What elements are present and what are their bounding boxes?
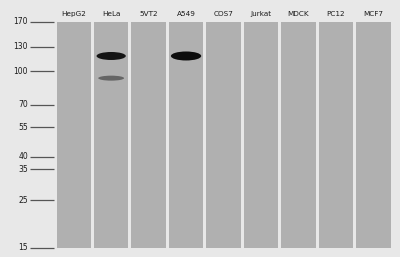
Ellipse shape [171, 51, 201, 60]
Text: 170: 170 [14, 17, 28, 26]
Bar [281, 22, 316, 248]
Text: 35: 35 [18, 165, 28, 174]
Text: A549: A549 [177, 11, 196, 17]
Text: Jurkat: Jurkat [250, 11, 272, 17]
Text: MDCK: MDCK [288, 11, 309, 17]
Bar [244, 22, 278, 248]
Text: 40: 40 [18, 152, 28, 161]
Bar [56, 22, 91, 248]
Bar [169, 22, 203, 248]
Text: 25: 25 [18, 196, 28, 205]
Text: HepG2: HepG2 [61, 11, 86, 17]
Text: HeLa: HeLa [102, 11, 120, 17]
Text: 70: 70 [18, 100, 28, 109]
Bar [94, 22, 128, 248]
Text: 5VT2: 5VT2 [139, 11, 158, 17]
Text: MCF7: MCF7 [363, 11, 383, 17]
Bar [356, 22, 390, 248]
Text: COS7: COS7 [214, 11, 234, 17]
Text: PC12: PC12 [326, 11, 345, 17]
Text: 100: 100 [14, 67, 28, 76]
Bar [206, 22, 241, 248]
Bar [319, 22, 353, 248]
Text: 55: 55 [18, 123, 28, 132]
Text: 130: 130 [14, 42, 28, 51]
Text: 15: 15 [18, 243, 28, 252]
Ellipse shape [98, 76, 124, 81]
Ellipse shape [96, 52, 126, 60]
Bar [131, 22, 166, 248]
